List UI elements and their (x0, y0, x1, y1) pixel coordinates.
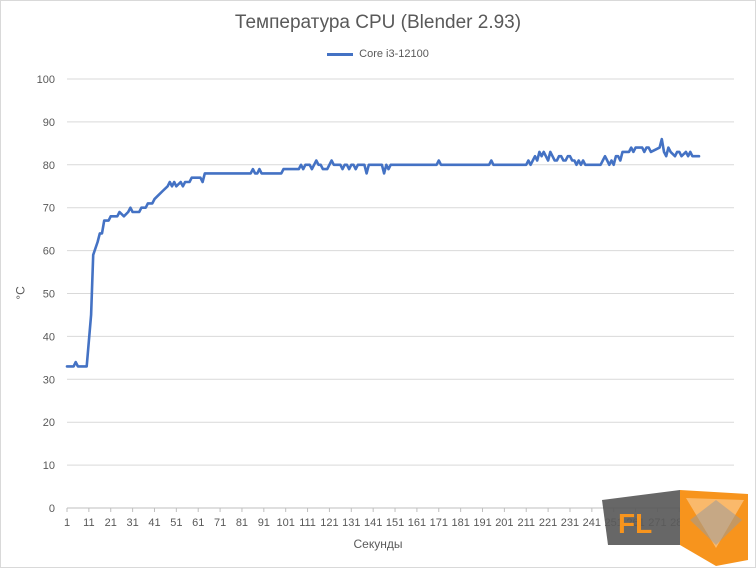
y-tick-label: 80 (43, 160, 55, 172)
y-tick-label: 0 (49, 503, 55, 515)
x-tick-label: 131 (342, 517, 360, 529)
legend-swatch (327, 52, 354, 56)
x-tick-label: 51 (170, 517, 182, 529)
x-tick-label: 141 (364, 517, 382, 529)
y-tick-label: 20 (43, 417, 55, 429)
y-tick-label: 70 (43, 203, 55, 215)
x-tick-label: 211 (517, 517, 535, 529)
x-tick-label: 181 (451, 517, 469, 529)
chart-title: Температура CPU (Blender 2.93) (234, 12, 522, 33)
x-tick-label: 81 (236, 517, 248, 529)
x-axis-label: Секунды (353, 537, 403, 551)
x-tick-label: 1 (64, 517, 70, 529)
x-tick-label: 91 (258, 517, 270, 529)
x-tick-label: 71 (214, 517, 226, 529)
x-tick-label: 121 (320, 517, 338, 529)
y-tick-label: 100 (37, 74, 55, 86)
x-tick-label: 31 (126, 517, 138, 529)
x-tick-label: 161 (408, 517, 426, 529)
x-tick-label: 191 (473, 517, 491, 529)
y-tick-label: 50 (43, 289, 55, 301)
y-tick-label: 10 (43, 460, 55, 472)
watermark-logo: FL (602, 490, 748, 566)
x-tick-label: 61 (192, 517, 204, 529)
x-tick-label: 41 (148, 517, 160, 529)
y-tick-label: 30 (43, 374, 55, 386)
x-tick-label: 201 (495, 517, 513, 529)
x-tick-label: 151 (386, 517, 404, 529)
x-tick-label: 241 (583, 517, 601, 529)
y-tick-label: 90 (43, 117, 55, 129)
x-tick-label: 171 (430, 517, 448, 529)
chart-legend: Core i3-12100 (0, 48, 756, 60)
watermark-text: FL (618, 508, 652, 539)
x-tick-label: 11 (83, 517, 94, 529)
x-tick-label: 101 (277, 517, 295, 529)
x-tick-label: 21 (105, 517, 117, 529)
x-tick-label: 231 (561, 517, 579, 529)
y-tick-label: 60 (43, 246, 55, 258)
x-tick-label: 221 (539, 517, 557, 529)
legend-label: Core i3-12100 (359, 48, 429, 60)
x-tick-label: 111 (299, 517, 316, 529)
y-tick-label: 40 (43, 331, 55, 343)
series-line (65, 137, 701, 368)
